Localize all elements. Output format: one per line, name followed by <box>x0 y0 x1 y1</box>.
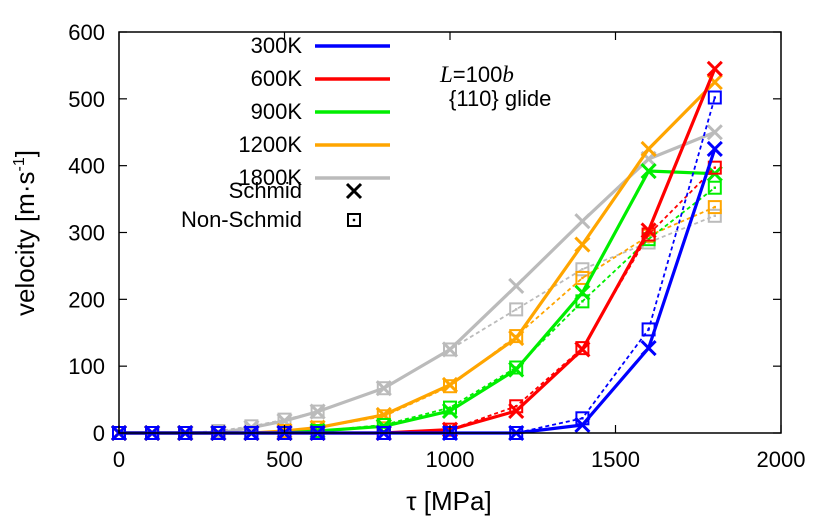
legend-label-300K: 300K <box>251 33 303 58</box>
y-tick-label: 200 <box>68 287 105 312</box>
y-tick-label: 100 <box>68 354 105 379</box>
schmid-line-300K <box>119 148 717 435</box>
nonschmid-line-300K <box>119 97 716 434</box>
nonschmid-point-900K-dot <box>713 186 716 189</box>
schmid-point-600K <box>640 222 657 239</box>
nonschmid-point-1800K <box>509 302 524 317</box>
nonschmid-point-900K-dot <box>448 406 452 409</box>
nonschmid-point-1800K <box>707 208 722 223</box>
x-tick-label: 500 <box>266 447 303 472</box>
nonschmid-point-1200K <box>509 329 524 344</box>
schmid-point-1800K <box>508 277 525 295</box>
nonschmid-point-1800K <box>443 342 457 357</box>
nonschmid-point-1200K <box>376 409 391 424</box>
schmid-point-1200K <box>508 330 525 347</box>
legend-label-1200K: 1200K <box>238 132 302 157</box>
schmid-point-1800K <box>706 124 723 141</box>
schmid-point-1800K <box>375 380 392 397</box>
nonschmid-point-1200K <box>707 200 722 215</box>
schmid-line-1200K <box>119 80 716 435</box>
x-axis-title: τ [MPa] <box>406 486 491 516</box>
nonschmid-point-600K-dot <box>647 233 650 236</box>
x-tick-label: 1000 <box>426 447 475 472</box>
schmid-point-1200K <box>441 376 459 393</box>
series-600K <box>110 60 723 442</box>
y-tick-label: 600 <box>68 20 105 45</box>
schmid-point-1800K <box>309 403 326 420</box>
nonschmid-point-300K-dot <box>713 96 716 99</box>
tick-layer: 0 500 1000 1500 2000 0 100 200 300 400 500 600 <box>68 20 805 472</box>
schmid-point-600K <box>508 402 525 420</box>
schmid-point-300K <box>640 340 657 357</box>
schmid-point-900K <box>508 361 525 378</box>
schmid-point-600K <box>574 341 591 358</box>
nonschmid-point-300K <box>707 90 722 105</box>
nonschmid-point-1800K-dot <box>713 214 716 217</box>
nonschmid-point-600K <box>575 341 590 356</box>
schmid-line-1800K <box>119 130 716 435</box>
y-axis-title: velocity [m·s-1] <box>10 150 40 316</box>
annotation-line1: L=100b <box>439 62 514 87</box>
schmid-point-600K <box>706 60 723 77</box>
x-tick-label: 2000 <box>757 447 806 472</box>
annotation-line2: {110} glide <box>449 86 551 111</box>
legend-marker-schmid <box>345 182 363 200</box>
schmid-point-1800K <box>574 213 591 230</box>
schmid-point-300K <box>574 416 591 434</box>
y-tick-label: 500 <box>68 87 105 112</box>
schmid-point-900K <box>574 284 591 301</box>
legend-label-600K: 600K <box>251 66 303 91</box>
nonschmid-point-900K-dot <box>647 237 650 241</box>
x-tick-label: 1500 <box>591 447 640 472</box>
nonschmid-point-1800K-dot <box>515 308 518 311</box>
y-tick-label: 0 <box>93 421 105 446</box>
nonschmid-point-1200K <box>443 379 457 394</box>
schmid-point-1800K <box>441 341 459 358</box>
nonschmid-point-300K <box>641 322 656 337</box>
data-layer <box>110 60 723 442</box>
nonschmid-point-600K-dot <box>515 405 518 408</box>
nonschmid-point-600K-dot <box>713 166 716 169</box>
legend-label-900K: 900K <box>251 99 303 124</box>
y-tick-label: 300 <box>68 221 105 246</box>
nonschmid-point-1800K <box>310 404 325 419</box>
schmid-point-900K <box>640 162 657 180</box>
nonschmid-point-1200K-dot <box>713 205 716 209</box>
series-1800K <box>110 124 723 442</box>
nonschmid-point-1800K <box>376 381 391 396</box>
schmid-point-300K <box>706 140 723 158</box>
x-tick-label: 0 <box>113 447 125 472</box>
legend-label-schmid: Schmid <box>229 178 302 203</box>
nonschmid-point-1200K-dot <box>581 276 584 280</box>
nonschmid-point-900K <box>509 360 524 375</box>
legend-marker-nonschmid-dot <box>352 218 356 222</box>
y-tick-label: 400 <box>68 154 105 179</box>
schmid-point-1200K <box>574 236 591 253</box>
nonschmid-point-300K-dot <box>581 417 584 420</box>
schmid-point-900K <box>441 402 459 420</box>
nonschmid-point-900K <box>707 180 722 195</box>
legend-marker-nonschmid <box>347 213 361 227</box>
nonschmid-point-900K <box>575 294 590 309</box>
legend-label-1800K: 1800K <box>238 165 302 190</box>
nonschmid-point-1200K <box>575 270 590 285</box>
nonschmid-point-900K <box>443 400 457 415</box>
nonschmid-point-300K-dot <box>647 328 650 331</box>
nonschmid-point-1800K-dot <box>581 268 584 271</box>
nonschmid-point-1800K <box>575 262 590 277</box>
schmid-point-1200K <box>640 140 657 158</box>
legend-label-nonschmid: Non-Schmid <box>181 207 302 232</box>
nonschmid-point-900K-dot <box>581 300 584 303</box>
